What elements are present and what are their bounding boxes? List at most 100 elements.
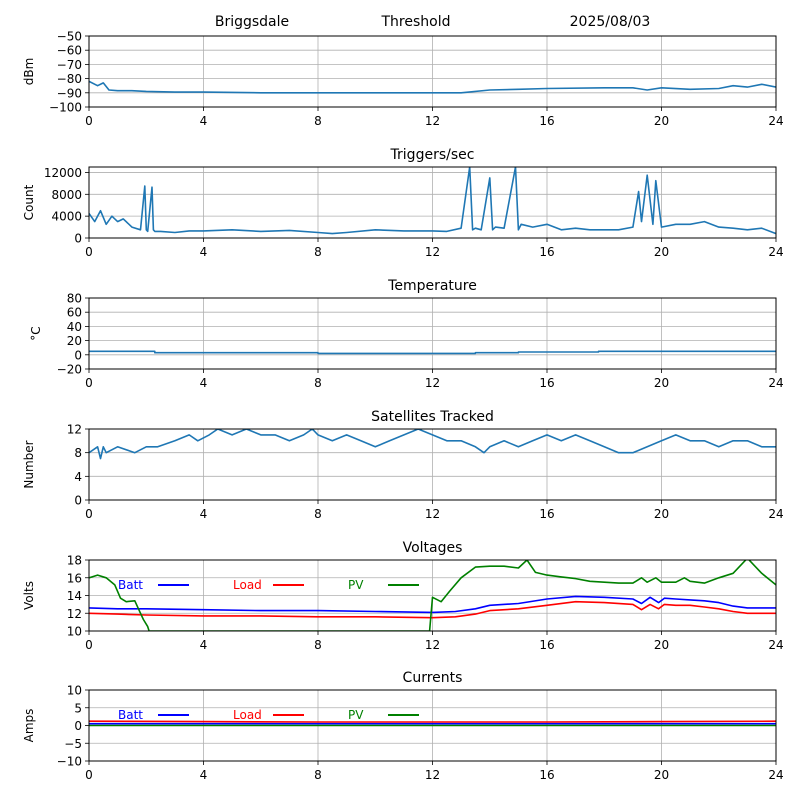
x-tick-label: 8: [314, 768, 322, 782]
y-tick-label: 0: [74, 348, 82, 362]
x-tick-label: 12: [425, 768, 440, 782]
y-axis-label: Number: [22, 440, 36, 488]
y-tick-label: 4000: [51, 210, 82, 224]
y-tick-label: −5: [64, 737, 82, 751]
y-tick-label: −60: [57, 44, 82, 58]
series-line-temperature-0: [89, 350, 776, 355]
series-line-satellites-0: [89, 429, 776, 460]
y-tick-label: 80: [67, 292, 82, 306]
x-tick-label: 24: [768, 376, 783, 390]
y-axis-label: Count: [22, 184, 36, 220]
y-tick-label: −100: [49, 101, 82, 115]
y-tick-label: 4: [74, 470, 82, 484]
panel-title: Currents: [403, 670, 463, 686]
y-axis-label: Volts: [22, 581, 36, 610]
panel-title: Voltages: [403, 540, 463, 556]
series-line-load: [89, 600, 776, 619]
panel-title: Temperature: [387, 278, 477, 294]
series-line-triggers-0: [89, 167, 776, 235]
y-tick-label: 20: [67, 334, 82, 348]
x-tick-label: 4: [200, 638, 208, 652]
x-tick-label: 0: [85, 376, 93, 390]
x-tick-label: 20: [654, 245, 669, 259]
y-tick-label: 0: [74, 232, 82, 246]
x-tick-label: 4: [200, 376, 208, 390]
x-tick-label: 16: [539, 638, 554, 652]
x-tick-label: 8: [314, 245, 322, 259]
x-tick-label: 24: [768, 638, 783, 652]
panel-currents: 0 4 8 12 16 20 24 −10 −5 0 5 10 Currents Amps Batt Load…: [22, 670, 784, 782]
series-line-load: [89, 720, 776, 723]
x-tick-label: 8: [314, 376, 322, 390]
x-tick-label: 20: [654, 114, 669, 128]
panel-satellites: 0 4 8 12 16 20 24 0 4 8 12 Satellites Tracked Number: [22, 409, 784, 521]
x-tick-label: 0: [85, 507, 93, 521]
panel-noise: 0 4 8 12 16 20 24 −100−90−80−70−60−50 dBm: [22, 30, 784, 129]
header-station: Briggsdale: [215, 14, 289, 30]
x-tick-label: 16: [539, 768, 554, 782]
y-axis-label: Amps: [22, 709, 36, 743]
y-tick-label: 40: [67, 320, 82, 334]
y-tick-label: −80: [57, 72, 82, 86]
y-tick-label: 0: [74, 494, 82, 508]
y-tick-label: −50: [57, 30, 82, 44]
legend-label-load: Load: [233, 708, 262, 722]
y-tick-label: 8: [74, 446, 82, 460]
header-date: 2025/08/03: [570, 14, 651, 30]
y-tick-label: −20: [57, 363, 82, 377]
x-tick-label: 20: [654, 638, 669, 652]
y-tick-label: 5: [74, 701, 82, 715]
y-tick-label: 12: [67, 607, 82, 621]
x-tick-label: 4: [200, 245, 208, 259]
x-tick-label: 20: [654, 768, 669, 782]
legend-label-pv: PV: [348, 578, 364, 592]
x-tick-label: 16: [539, 376, 554, 390]
y-tick-label: 18: [67, 554, 82, 568]
y-axis-label: dBm: [22, 58, 36, 86]
x-tick-label: 0: [85, 768, 93, 782]
y-tick-label: −90: [57, 86, 82, 100]
x-tick-label: 12: [425, 376, 440, 390]
y-tick-label: 16: [67, 571, 82, 585]
y-tick-label: 12: [67, 423, 82, 437]
series-line-noise-0: [89, 80, 776, 94]
y-tick-label: 12000: [44, 166, 82, 180]
x-tick-label: 4: [200, 768, 208, 782]
legend-label-pv: PV: [348, 708, 364, 722]
header-mode: Threshold: [381, 14, 451, 30]
x-tick-label: 16: [539, 507, 554, 521]
y-tick-label: 0: [74, 719, 82, 733]
x-tick-label: 24: [768, 768, 783, 782]
y-tick-label: 10: [67, 684, 82, 698]
x-tick-label: 0: [85, 638, 93, 652]
y-tick-label: 8000: [51, 188, 82, 202]
x-tick-label: 24: [768, 507, 783, 521]
y-tick-label: 14: [67, 589, 82, 603]
x-tick-label: 16: [539, 114, 554, 128]
panel-voltages: 0 4 8 12 16 20 24 10 12 14 16 18 Voltages Volts Batt Lo…: [22, 540, 784, 652]
x-tick-label: 0: [85, 245, 93, 259]
x-tick-label: 12: [425, 245, 440, 259]
x-tick-label: 12: [425, 507, 440, 521]
panel-triggers: 0 4 8 12 16 20 24 0 4000 8000 12000 Triggers/sec Cou…: [22, 147, 784, 259]
y-tick-label: 60: [67, 306, 82, 320]
x-tick-label: 8: [314, 638, 322, 652]
x-tick-label: 8: [314, 507, 322, 521]
y-tick-label: 10: [67, 625, 82, 639]
x-tick-label: 0: [85, 114, 93, 128]
y-axis-label: °C: [29, 326, 43, 340]
legend-label-batt: Batt: [118, 578, 143, 592]
series-line-batt: [89, 595, 776, 614]
x-tick-label: 24: [768, 114, 783, 128]
x-tick-label: 12: [425, 638, 440, 652]
x-tick-label: 8: [314, 114, 322, 128]
legend-label-load: Load: [233, 578, 262, 592]
x-tick-label: 4: [200, 114, 208, 128]
x-tick-label: 16: [539, 245, 554, 259]
x-tick-label: 20: [654, 376, 669, 390]
y-tick-label: −10: [57, 755, 82, 769]
series-line-pv: [89, 560, 776, 631]
